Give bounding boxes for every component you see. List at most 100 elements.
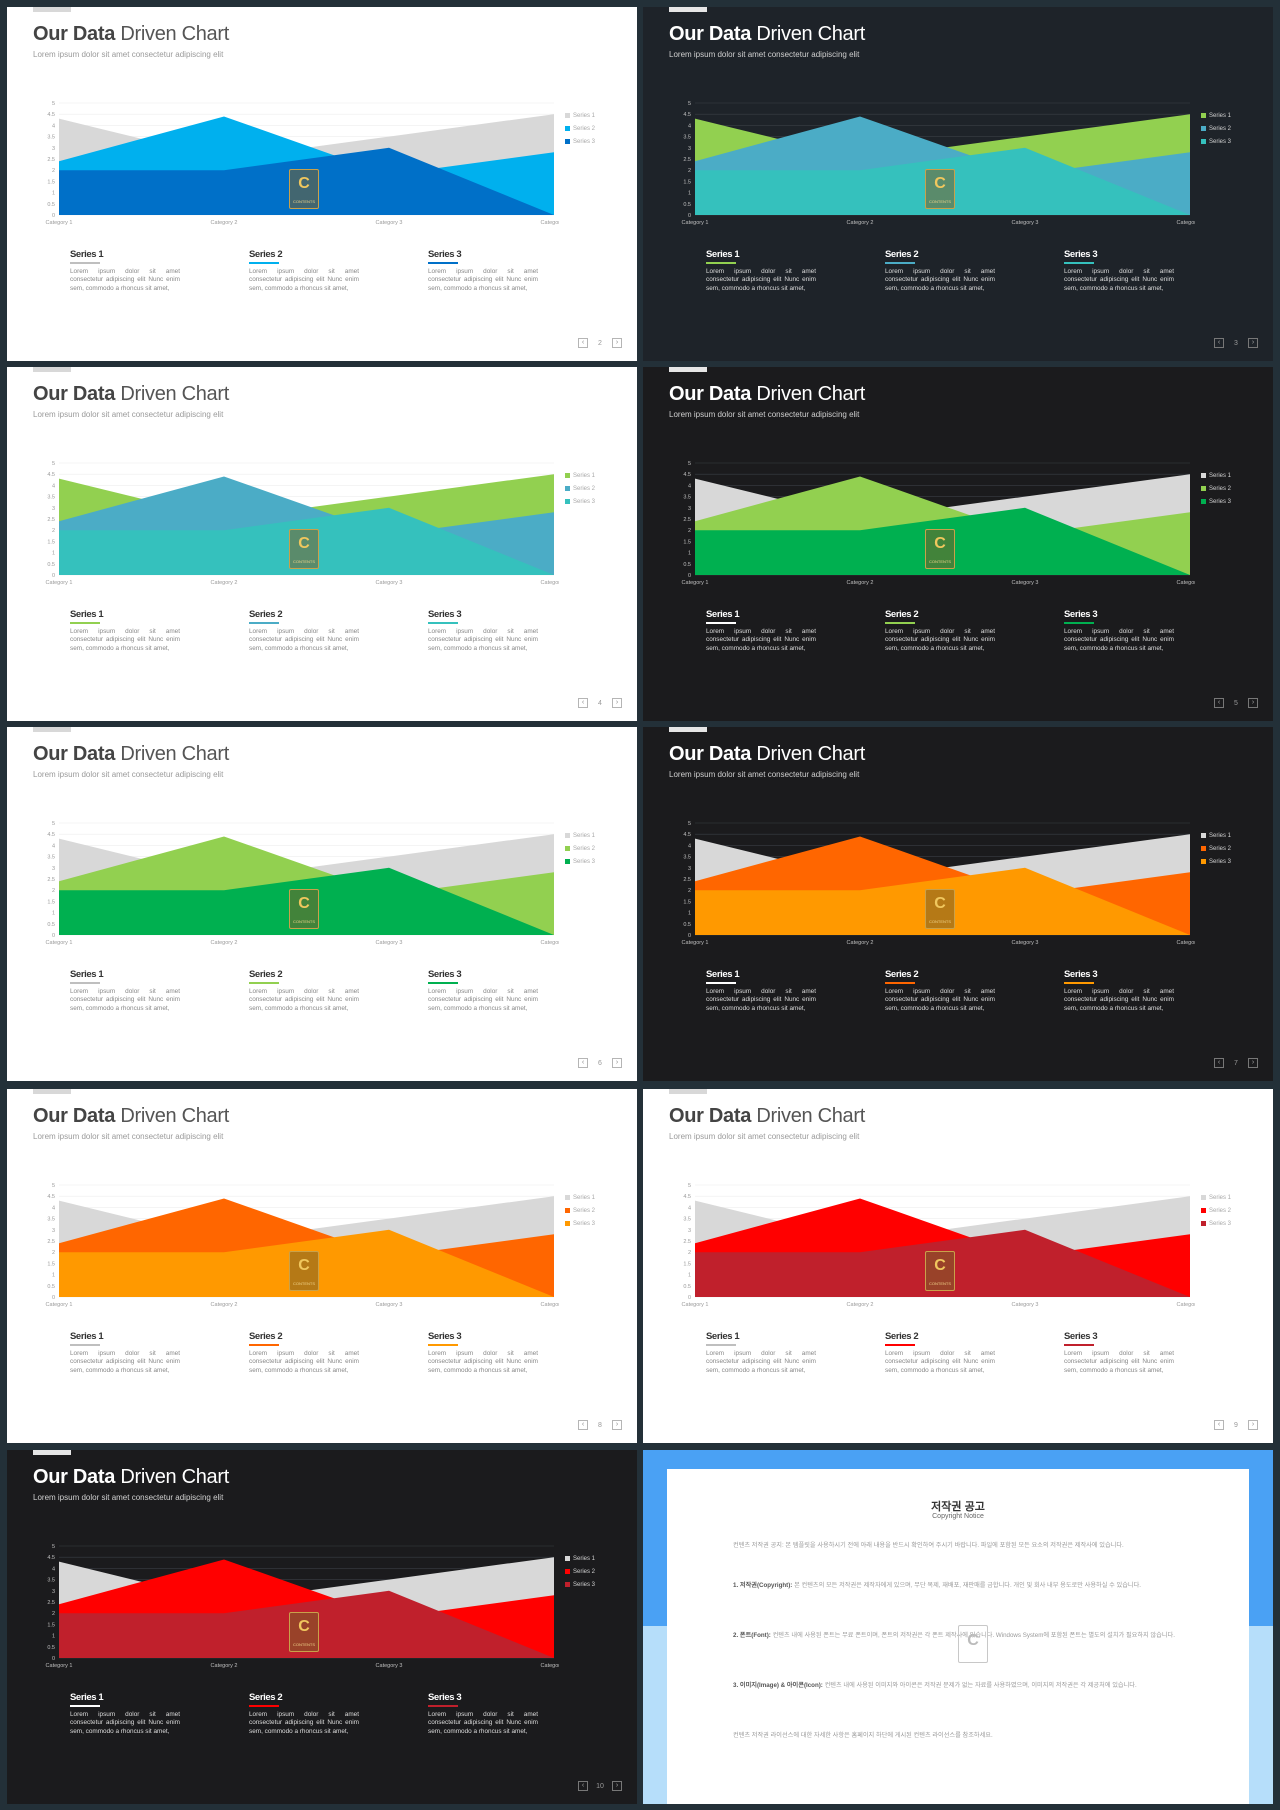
- legend-label: Series 1: [573, 832, 596, 839]
- series-underline: [428, 1344, 458, 1346]
- series-description-1: Series 1 Lorem ipsum dolor sit amet conse…: [70, 1331, 180, 1375]
- legend-label: Series 1: [573, 112, 596, 119]
- y-tick-label: 0: [52, 1295, 55, 1301]
- y-tick-label: 1: [52, 1273, 55, 1279]
- legend-label: Series 2: [1209, 125, 1232, 132]
- next-page-button[interactable]: ›: [612, 1058, 622, 1068]
- x-tick-label: Category 1: [46, 1663, 73, 1668]
- series-description-2: Series 2 Lorem ipsum dolor sit amet conse…: [249, 1331, 359, 1375]
- x-tick-label: Category 2: [847, 940, 874, 945]
- accent-bar: [669, 367, 707, 372]
- y-tick-label: 4.5: [683, 1194, 691, 1200]
- legend-swatch: [565, 1556, 570, 1561]
- series-underline: [249, 1344, 279, 1346]
- series-description-3: Series 3 Lorem ipsum dolor sit amet conse…: [1064, 1331, 1174, 1375]
- page-number: 6: [598, 1059, 602, 1067]
- y-tick-label: 4.5: [47, 472, 55, 478]
- next-page-button[interactable]: ›: [612, 698, 622, 708]
- next-page-button[interactable]: ›: [612, 1781, 622, 1791]
- accent-bar: [33, 1089, 71, 1094]
- title-rest: Driven Chart: [756, 1105, 865, 1127]
- legend-swatch: [1201, 473, 1206, 478]
- y-tick-label: 0.5: [47, 1284, 55, 1290]
- next-page-button[interactable]: ›: [612, 338, 622, 348]
- x-tick-label: Category 4: [1177, 1302, 1195, 1307]
- series-underline: [249, 1705, 279, 1707]
- copyright-para-3-text: 컨텐츠 내에 사용된 이미지와 아이콘은 저작권 문제가 없는 자료를 사용하였…: [824, 1682, 1137, 1689]
- x-tick-label: Category 2: [211, 1663, 238, 1668]
- prev-page-button[interactable]: ‹: [578, 1420, 588, 1430]
- legend-swatch: [565, 1195, 570, 1200]
- slide-7: Our Data Driven Chart Lorem ipsum dolor s…: [643, 727, 1273, 1081]
- area-chart: 0 0.5 1 1.5 2 2.5 3 3.5 4 4.5 5 Category 1 Category …: [46, 1544, 559, 1668]
- y-tick-label: 0.5: [47, 202, 55, 208]
- title-rest: Driven Chart: [120, 743, 229, 765]
- title-rest: Driven Chart: [120, 383, 229, 405]
- prev-page-button[interactable]: ‹: [578, 1058, 588, 1068]
- prev-page-button[interactable]: ‹: [1214, 1058, 1224, 1068]
- legend-swatch: [1201, 113, 1206, 118]
- series-heading: Series 1: [706, 969, 740, 980]
- watermark-letter: C: [934, 1257, 946, 1274]
- slide-3: Our Data Driven Chart Lorem ipsum dolor s…: [643, 7, 1273, 361]
- page-number: 4: [598, 699, 602, 707]
- accent-bar: [33, 367, 71, 372]
- series-heading: Series 2: [885, 1331, 919, 1342]
- next-page-button[interactable]: ›: [1248, 1058, 1258, 1068]
- y-tick-label: 1: [688, 911, 691, 917]
- y-tick-label: 4.5: [683, 832, 691, 838]
- y-tick-label: 3: [688, 146, 691, 152]
- prev-page-button[interactable]: ‹: [578, 698, 588, 708]
- series-heading: Series 2: [249, 609, 283, 620]
- y-tick-label: 3.5: [683, 855, 691, 861]
- watermark-logo: C CONTENTS: [289, 1612, 319, 1652]
- watermark-letter: C: [298, 1618, 310, 1635]
- series-underline: [428, 622, 458, 624]
- series-text: Lorem ipsum dolor sit amet consectetur a…: [249, 1350, 359, 1374]
- legend-swatch: [1201, 139, 1206, 144]
- prev-page-button[interactable]: ‹: [1214, 698, 1224, 708]
- copyright-footer: 컨텐츠 저작권 라이선스에 대한 자세한 사항은 홈페이지 하단에 게시된 컨텐…: [733, 1732, 993, 1739]
- y-tick-label: 1.5: [683, 899, 691, 905]
- prev-page-button[interactable]: ‹: [1214, 338, 1224, 348]
- prev-page-button[interactable]: ‹: [578, 1781, 588, 1791]
- title-bold: Our Data: [669, 1105, 752, 1127]
- x-tick-label: Category 4: [541, 1302, 559, 1307]
- legend-label: Series 2: [573, 845, 596, 852]
- x-tick-label: Category 3: [376, 1663, 403, 1668]
- next-page-button[interactable]: ›: [1248, 698, 1258, 708]
- y-tick-label: 3: [52, 1589, 55, 1595]
- next-page-button[interactable]: ›: [1248, 338, 1258, 348]
- watermark-logo: C CONTENTS: [925, 169, 955, 209]
- y-tick-label: 4: [52, 1205, 55, 1211]
- y-tick-label: 3: [52, 506, 55, 512]
- page-number: 2: [598, 339, 602, 347]
- series-description-2: Series 2 Lorem ipsum dolor sit amet conse…: [885, 969, 995, 1013]
- y-tick-label: 4: [52, 1566, 55, 1572]
- y-tick-label: 1.5: [683, 1261, 691, 1267]
- series-underline: [706, 622, 736, 624]
- title-bold: Our Data: [33, 1105, 116, 1127]
- page-number: 9: [1234, 1421, 1238, 1429]
- series-description-3: Series 3 Lorem ipsum dolor sit amet conse…: [428, 609, 538, 653]
- slide-subtitle: Lorem ipsum dolor sit amet consectetur a…: [669, 410, 860, 419]
- y-tick-label: 2.5: [47, 157, 55, 163]
- legend-swatch: [1201, 1221, 1206, 1226]
- next-page-button[interactable]: ›: [1248, 1420, 1258, 1430]
- y-tick-label: 3: [688, 506, 691, 512]
- series-underline: [428, 1705, 458, 1707]
- legend-swatch: [1201, 126, 1206, 131]
- series-underline: [249, 982, 279, 984]
- watermark-logo: C CONTENTS: [289, 529, 319, 569]
- x-tick-label: Category 1: [682, 580, 709, 585]
- legend-swatch: [1201, 833, 1206, 838]
- area-chart: 0 0.5 1 1.5 2 2.5 3 3.5 4 4.5 5 Category 1 Category …: [682, 101, 1195, 225]
- pager: ‹ 5 ›: [1214, 698, 1258, 708]
- series-underline: [249, 622, 279, 624]
- x-tick-label: Category 1: [46, 220, 73, 225]
- prev-page-button[interactable]: ‹: [1214, 1420, 1224, 1430]
- prev-page-button[interactable]: ‹: [578, 338, 588, 348]
- next-page-button[interactable]: ›: [612, 1420, 622, 1430]
- accent-bar: [669, 727, 707, 732]
- legend-item: Series 2: [1201, 842, 1231, 855]
